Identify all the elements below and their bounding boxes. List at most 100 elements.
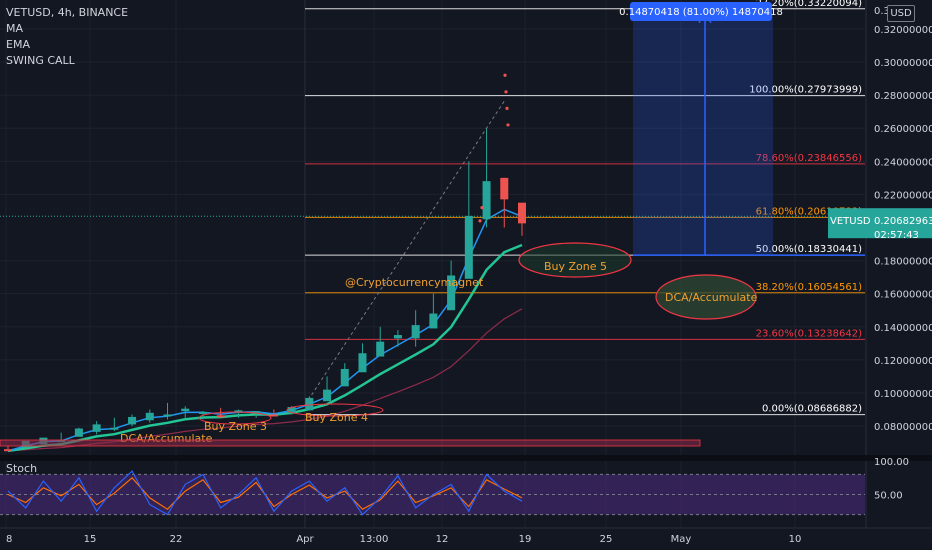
fibonacci-retracement[interactable]: 27.20%(0.33220094) 100.00%(0.27973999) 78.… — [305, 0, 865, 416]
price-projection[interactable]: 0.14870418 (81.00%) 14870418 — [619, 2, 865, 256]
time-tick-label: 15 — [84, 534, 97, 545]
candle-body — [163, 414, 172, 417]
candle-body — [447, 275, 456, 311]
buy-zone-4-ellipse — [286, 403, 384, 417]
swing-call-dot — [503, 73, 507, 77]
candle-body — [500, 177, 509, 200]
price-tick-label: 0.18000000 — [874, 257, 932, 268]
fib-level-label: 100.00%(0.27973999) — [749, 85, 862, 96]
stoch-tick-label: 100.00 — [874, 457, 909, 468]
time-tick-label: 8 — [6, 534, 12, 545]
candle-body — [74, 428, 83, 437]
candle-body — [198, 411, 207, 414]
fib-level-label: 23.60%(0.13238642) — [756, 328, 862, 339]
indicator-ma[interactable]: MA — [6, 22, 24, 35]
swing-call-dot — [480, 206, 484, 210]
dca-zone-ellipse — [655, 274, 757, 320]
price-tick-label: 0.10000000 — [874, 389, 932, 400]
time-tick-label: Apr — [296, 534, 314, 545]
fib-level-label: 0.00%(0.08686882) — [762, 404, 862, 415]
candle-body — [110, 427, 119, 430]
time-axis[interactable]: 8 15 22 Apr 13:00 12 19 25 May 10 — [0, 527, 932, 550]
candle-body — [287, 407, 296, 413]
candle-body — [518, 202, 526, 224]
candle-body — [411, 325, 420, 339]
projection-label-bg — [630, 2, 772, 21]
candle-body — [464, 215, 473, 279]
fib-level-label: 78.60%(0.23846556) — [756, 153, 862, 164]
candle-body — [305, 397, 314, 411]
symbol-title[interactable]: VETUSD, 4h, BINANCE — [6, 6, 129, 19]
projection-label: 0.14870418 (81.00%) 14870418 — [619, 7, 783, 18]
candle-body — [128, 416, 137, 425]
price-tick-label: 0.14000000 — [874, 323, 932, 334]
price-axis[interactable]: 0.32000000 0.30000000 0.28000000 0.26000000… — [865, 0, 932, 528]
support-band — [0, 439, 701, 447]
currency-button[interactable]: USD — [887, 5, 915, 22]
price-tick-label: 0.28000000 — [874, 91, 932, 102]
candle-body — [358, 353, 367, 373]
time-tick-label: 19 — [519, 534, 532, 545]
price-candles — [4, 73, 526, 452]
candle-body — [393, 335, 402, 339]
chart-annotations: @Cryptocurrencymagnet DCA/Accumulate Buy… — [0, 99, 758, 447]
stoch-pane: 100.00 50.00 — [0, 457, 909, 516]
time-tick-label: 13:00 — [360, 534, 389, 545]
time-tick-label: 25 — [600, 534, 613, 545]
price-tick-label: 0.24000000 — [874, 157, 932, 168]
stoch-k-line — [7, 470, 523, 516]
fib-level-label: 61.80%(0.20610783) — [756, 206, 862, 217]
time-tick-label: May — [671, 534, 692, 545]
candle-body — [429, 313, 438, 329]
price-tick-label: 0.26000000 — [874, 124, 932, 135]
fib-level-label: 38.20%(0.16054561) — [756, 282, 862, 293]
candle-body — [340, 368, 349, 387]
price-tick-label: 0.08000000 — [874, 422, 932, 433]
time-tick-label: 10 — [789, 534, 802, 545]
candle-body — [323, 389, 332, 402]
last-price-value: 0.20682963 — [874, 216, 932, 227]
swing-call-dot — [505, 106, 509, 110]
zone-label-buy-zone-5: Buy Zone 5 — [544, 260, 607, 273]
candle-body — [92, 424, 101, 432]
candle-body — [269, 414, 278, 417]
last-price-tag: VETUSD 0.20682963 02:57:43 — [828, 208, 932, 241]
candle-body — [216, 415, 225, 418]
stoch-title: Stoch — [6, 462, 37, 475]
swing-call-dot — [478, 219, 482, 223]
candle-countdown: 02:57:43 — [874, 230, 919, 241]
price-tick-label: 0.12000000 — [874, 356, 932, 367]
candle-body — [4, 449, 12, 452]
buy-zone-5-ellipse — [518, 242, 632, 278]
candle-body — [376, 341, 385, 357]
candle-body — [145, 412, 154, 421]
last-price-symbol: VETUSD — [830, 216, 871, 227]
price-tick-label: 0.3 — [874, 6, 890, 17]
time-tick-label: 12 — [436, 534, 449, 545]
zone-label-buy-zone-4: Buy Zone 4 — [305, 411, 368, 424]
price-tick-label: 0.30000000 — [874, 58, 932, 69]
price-tick-label: 0.22000000 — [874, 190, 932, 201]
buy-zone-3-ellipse — [198, 411, 272, 425]
fib-level-label: 50.00%(0.18330441) — [756, 244, 862, 255]
indicator-swing-call[interactable]: SWING CALL — [6, 54, 75, 67]
pane-separator[interactable] — [0, 455, 932, 461]
projection-box[interactable] — [633, 8, 773, 256]
stoch-tick-label: 50.00 — [874, 491, 903, 502]
time-tick-label: 22 — [170, 534, 183, 545]
time-axis-bg — [0, 528, 932, 550]
price-tick-label: 0.32000000 — [874, 25, 932, 36]
swing-call-dot — [506, 123, 510, 127]
swing-call-dot — [504, 90, 508, 94]
candle-body — [181, 408, 190, 412]
fib-level-label: 27.20%(0.33220094) — [756, 0, 862, 9]
candle-body — [252, 411, 261, 414]
zone-label-buy-zone-3: Buy Zone 3 — [204, 420, 267, 433]
author-label: @Cryptocurrencymagnet — [345, 276, 484, 289]
indicator-ema[interactable]: EMA — [6, 38, 30, 51]
trend-line — [304, 99, 506, 406]
price-tick-label: 0.16000000 — [874, 290, 932, 301]
zone-label-dca-right: DCA/Accumulate — [665, 291, 758, 304]
candle-body — [482, 181, 491, 220]
